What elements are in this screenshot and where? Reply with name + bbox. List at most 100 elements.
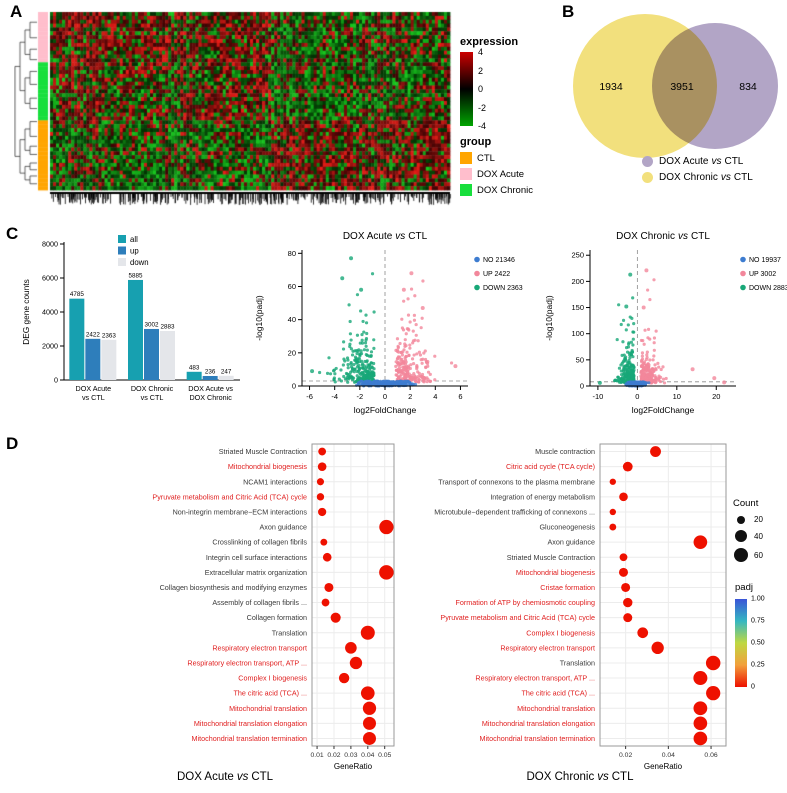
venn-left-count: 1934 [599, 81, 623, 93]
count-dot [737, 515, 745, 524]
pathway-term: Respiratory electron transport, ATP ... [187, 658, 307, 667]
enrichment-dot [318, 507, 327, 517]
count-label: 60 [754, 550, 763, 560]
group-swatch [460, 168, 472, 180]
enrichment-dot [621, 582, 631, 592]
padj-legend: padj 1.00 0.75 0.50 0.25 0 [735, 582, 765, 691]
pathway-term: Gluconeogenesis [539, 523, 595, 532]
chart-text: 247 [221, 368, 232, 375]
volcano-xlabel: log2FoldChange [354, 405, 417, 415]
colorbar-tick: 2 [478, 65, 484, 76]
group-label: CTL [477, 152, 495, 164]
enrichment-dot [650, 446, 661, 457]
chart-text: 0.03 [344, 752, 357, 759]
volcano-legend-swatch [740, 256, 746, 263]
padj-tick: 0.50 [751, 639, 765, 647]
title-vs: vs [678, 231, 688, 242]
pathway-term: Collagen biosynthesis and modifying enzy… [160, 583, 308, 592]
padj-gradient [735, 599, 747, 687]
count-dot-box [733, 530, 749, 542]
enrichment-dot [693, 716, 708, 731]
title-text: CTL [691, 231, 710, 242]
chart-text: 60 [288, 282, 296, 291]
title-text: CTL [611, 771, 634, 783]
chart-text: 4785 [70, 291, 85, 298]
chart-text: 0.06 [704, 752, 717, 759]
chart-text: 6 [458, 392, 462, 401]
chart-text: -6 [306, 392, 313, 401]
title-text: DOX Acute [342, 231, 393, 242]
bar-all [186, 371, 202, 380]
chart-text: 2 [408, 392, 412, 401]
chart-text: 4000 [42, 308, 58, 317]
chart-text: 80 [288, 249, 296, 258]
volcano-legend-label: DOWN 2883 [749, 285, 787, 292]
venn-legend-vs: vs [711, 156, 722, 167]
chart-text: 0.05 [378, 752, 391, 759]
bar-legend-label: down [130, 258, 149, 267]
enrichment-dot [362, 731, 376, 745]
pathway-term: Mitochondrial translation termination [480, 734, 595, 743]
pathway-term: Crosslinking of collagen fibrils [212, 538, 307, 547]
pathway-term: The citric acid (TCA) ... [234, 689, 307, 698]
volcano-acute-plot: -6 -4 -2 0 2 4 6020406080log2FoldChange-log10(… [254, 249, 523, 415]
padj-tick: 1.00 [751, 595, 765, 603]
colorbar-tick: 4 [478, 47, 484, 57]
enrichment-dot [379, 565, 394, 580]
title-text: DOX Chronic [616, 231, 675, 242]
pathway-term: Respiratory electron transport [212, 643, 307, 652]
chart-text: -2 [357, 392, 364, 401]
chart-text: 2883 [160, 323, 175, 330]
chart-text: 250 [571, 251, 584, 260]
group-legend-item: DOX Chronic [460, 184, 570, 196]
pathway-term: Complex I biogenesis [526, 628, 595, 637]
padj-tick: 0.25 [751, 661, 765, 669]
enrichment-dot [637, 627, 649, 639]
expression-legend-title: expression [460, 36, 519, 48]
points-up [394, 271, 458, 384]
chart-text: 0 [635, 392, 639, 401]
chart-text: 0.04 [361, 752, 374, 759]
bar-all [128, 279, 143, 380]
group-legend-title: group [460, 136, 492, 148]
volcano-ylabel: -log10(padj) [254, 295, 264, 341]
enrichment-dot [349, 656, 363, 670]
points-up [639, 268, 727, 385]
pathway-term: Mitochondrial translation [229, 704, 307, 713]
venn-legend-swatch [642, 156, 653, 167]
chart-text: DOX Chronic [189, 393, 232, 402]
bar-all [69, 298, 85, 380]
venn-diagram: 1934 3951 834 [573, 14, 778, 158]
volcano-legend-label: NO 19937 [749, 257, 781, 264]
venn-overlap-count: 3951 [670, 81, 694, 93]
count-legend-item: 20 [733, 515, 763, 524]
volcano-acute-title: DOX Acute vs CTL [305, 231, 465, 242]
chart-text: 0 [383, 392, 387, 401]
pathway-term: Collagen formation [247, 613, 307, 622]
count-label: 20 [754, 515, 763, 524]
dotplot-acute-title: DOX Acute vs CTL [140, 771, 310, 783]
enrichment-dot [623, 597, 633, 608]
enrichment-dot [618, 567, 628, 577]
pathway-term: Mitochondrial biogenesis [516, 568, 596, 577]
bar-legend-swatch [118, 258, 126, 266]
chart-text: DOX Acute [76, 384, 112, 393]
enrichment-dot [324, 582, 334, 592]
enrichment-dot [316, 493, 325, 501]
count-legend: Count 20 40 60 [733, 498, 763, 568]
volcano-legend-label: UP 3002 [749, 271, 776, 278]
enrichment-dot [623, 613, 633, 623]
enrichment-dot [609, 478, 617, 485]
venn-legend-text: CTL [724, 156, 744, 167]
chart-text: -4 [331, 392, 338, 401]
panel-d-label: D [6, 434, 19, 453]
chart-text: DOX Chronic [131, 384, 174, 393]
chart-text: -10 [592, 392, 603, 401]
pathway-term: Axon guidance [259, 523, 307, 532]
enrichment-dot [706, 686, 721, 701]
enrichment-dot [317, 462, 327, 471]
points-down [310, 256, 376, 384]
chart-text: 8000 [42, 240, 58, 249]
pathway-term: Translation [272, 628, 307, 637]
